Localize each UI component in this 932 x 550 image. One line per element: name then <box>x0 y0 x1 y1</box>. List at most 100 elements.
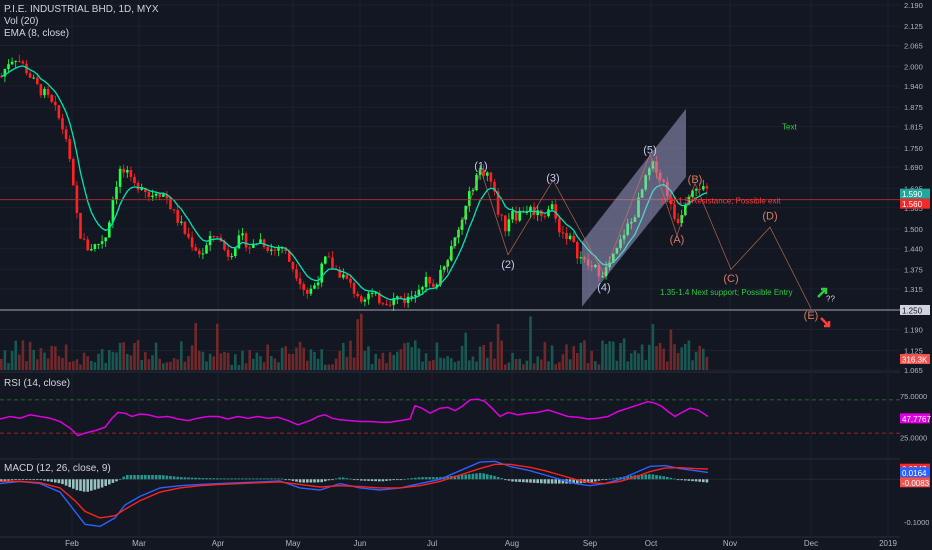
volume-bar <box>496 323 500 370</box>
ema-legend[interactable]: EMA (8, close) <box>4 28 70 39</box>
macd-histogram-bar <box>28 479 32 481</box>
candle-body <box>126 170 129 173</box>
candle-body <box>201 253 205 255</box>
volume-bar <box>277 362 280 370</box>
volume-bar <box>259 356 262 370</box>
volume-bar <box>14 340 17 370</box>
candle-body <box>486 172 489 176</box>
candle-body <box>424 276 428 288</box>
volume-bar <box>637 353 640 370</box>
candle-body <box>673 204 676 219</box>
volume-bar <box>180 341 183 370</box>
macd-histogram-bar <box>68 479 71 488</box>
volume-bar <box>669 329 673 370</box>
candle-body <box>435 284 439 287</box>
volume-legend[interactable]: Vol (20) <box>4 16 39 27</box>
candle-body <box>406 296 410 303</box>
macd-histogram-bar <box>10 479 14 481</box>
macd-histogram-bar <box>234 478 237 480</box>
volume-bar <box>554 364 557 370</box>
macd-label[interactable]: MACD (12, 26, close, 9) <box>4 463 111 474</box>
macd-histogram-bar <box>687 479 691 481</box>
candle-body <box>640 189 644 198</box>
macd-histogram-bar <box>669 477 673 480</box>
volume-bar <box>10 350 14 370</box>
volume-bar <box>46 358 50 370</box>
volume-bar <box>687 340 691 370</box>
volume-bar <box>241 350 244 370</box>
candle-body <box>676 218 680 224</box>
macd-histogram-bar <box>176 476 179 480</box>
volume-bar <box>205 361 208 370</box>
macd-histogram-bar <box>270 478 273 480</box>
macd-histogram-bar <box>129 475 133 480</box>
volume-bar <box>75 359 79 370</box>
candle-body <box>352 282 356 294</box>
volume-bar <box>212 356 215 370</box>
candle-body <box>360 296 363 302</box>
volume-bar <box>122 342 125 370</box>
candle-body <box>658 172 662 180</box>
candle-body <box>349 278 352 283</box>
macd-histogram-bar <box>46 479 50 482</box>
candle-body <box>504 215 507 232</box>
volume-bar <box>450 358 453 370</box>
volume-bar <box>18 354 21 370</box>
candle-body <box>482 170 485 176</box>
ema-line <box>1 65 708 301</box>
rsi-panel <box>0 398 900 437</box>
candle-body <box>370 292 374 294</box>
time-tick-label: Jul <box>427 539 437 548</box>
macd-histogram-bar <box>594 479 597 482</box>
volume-bar <box>493 358 496 370</box>
macd-histogram-bar <box>280 478 284 480</box>
macd-histogram-bar <box>25 479 28 481</box>
candle-body <box>396 296 399 299</box>
candle-body <box>626 223 629 235</box>
candle-body <box>165 194 169 199</box>
question-annotation: ?? <box>826 295 835 304</box>
candle-body <box>302 284 305 290</box>
macd-histogram-bar <box>572 479 575 484</box>
rsi-tick-label: 75.0000 <box>900 392 927 401</box>
volume-bar <box>399 349 403 370</box>
volume-bar <box>424 353 428 370</box>
macd-histogram-bar <box>554 479 557 484</box>
macd-histogram-bar <box>18 479 21 481</box>
volume-bar <box>547 361 550 370</box>
volume-bar <box>500 340 503 370</box>
macd-histogram-bar <box>108 479 111 485</box>
volume-badge: 316.3K <box>902 356 928 365</box>
macd-histogram-bar <box>54 479 57 483</box>
volume-bar <box>248 350 251 370</box>
candle-body <box>14 60 17 62</box>
volume-bar <box>601 340 604 370</box>
macd-histogram-bar <box>640 474 644 480</box>
candle-body <box>324 256 327 264</box>
symbol-title[interactable]: P.I.E. INDUSTRIAL BHD, 1D, MYX <box>4 4 159 15</box>
volume-bar <box>72 361 75 370</box>
macd-histogram-bar <box>342 477 345 480</box>
macd-histogram-bar <box>194 477 197 480</box>
volume-bar <box>414 340 417 370</box>
wave-label: (3) <box>546 173 559 185</box>
wave-label: (A) <box>670 234 685 246</box>
volume-bar <box>622 338 626 370</box>
candle-body <box>140 188 143 190</box>
volume-bar <box>133 342 136 370</box>
volume-bar <box>61 358 64 370</box>
macd-histogram-bar <box>262 478 266 480</box>
volume-bar <box>608 341 611 370</box>
volume-bar <box>705 356 709 370</box>
volume-bar <box>64 344 68 370</box>
volume-bar <box>536 356 539 370</box>
macd-histogram-bar <box>208 478 212 480</box>
candle-body <box>374 292 377 294</box>
candle-body <box>75 185 79 213</box>
macd-histogram-bar <box>158 475 161 480</box>
candle-body <box>327 256 331 258</box>
volume-bar <box>698 345 701 370</box>
macd-histogram-bar <box>190 477 194 480</box>
rsi-label[interactable]: RSI (14, close) <box>4 378 71 389</box>
